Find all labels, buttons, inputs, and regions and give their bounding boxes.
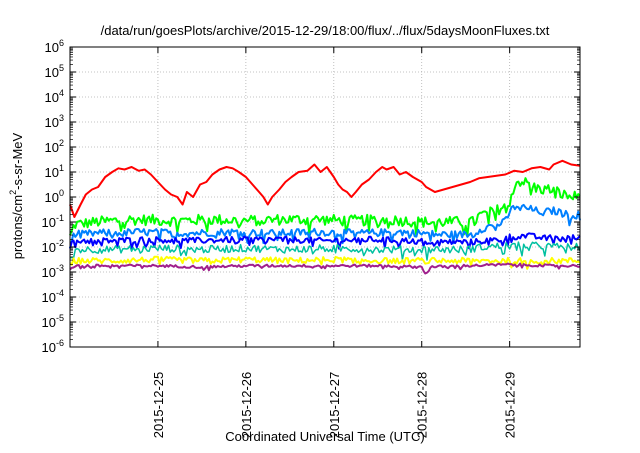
y-tick-label: 10-1 [42, 213, 64, 230]
series-line-4 [69, 241, 581, 261]
y-tick-label: 105 [45, 63, 64, 80]
x-tick-label: 2015-12-25 [151, 372, 166, 439]
series-line-3 [69, 232, 581, 250]
y-tick-label: 10-4 [42, 288, 64, 305]
series-line-2 [69, 203, 581, 249]
y-tick-label: 10-5 [42, 313, 64, 330]
y-tick-label: 10-6 [42, 338, 64, 355]
x-tick-label: 2015-12-27 [327, 372, 342, 439]
y-tick-label: 101 [45, 163, 64, 180]
y-axis-label: protons/cm2-s-sr-MeV [8, 132, 25, 259]
series-line-5 [69, 255, 581, 270]
y-tick-label: 106 [45, 38, 64, 55]
y-tick-label: 103 [45, 113, 64, 130]
axes: 10-6 10-5 10-4 10-3 10-2 10-1 100 101 102 103 104 1… [42, 38, 580, 438]
chart-title: /data/run/goesPlots/archive/2015-12-29/1… [101, 23, 550, 38]
y-tick-label: 10-3 [42, 263, 64, 280]
series-line-6 [69, 262, 581, 275]
x-tick-label: 2015-12-26 [239, 372, 254, 439]
x-tick-label: 2015-12-28 [415, 372, 430, 439]
x-axis-label: Coordinated Universal Time (UTC) [225, 429, 424, 444]
y-tick-label: 100 [45, 188, 64, 205]
y-tick-label: 104 [45, 88, 64, 105]
series-line-1 [69, 177, 581, 238]
series-layer [69, 159, 581, 275]
y-tick-label: 102 [45, 138, 64, 155]
series-line-0 [69, 159, 581, 218]
x-tick-label: 2015-12-29 [503, 372, 518, 439]
grid [70, 47, 580, 347]
y-tick-label: 10-2 [42, 238, 64, 255]
